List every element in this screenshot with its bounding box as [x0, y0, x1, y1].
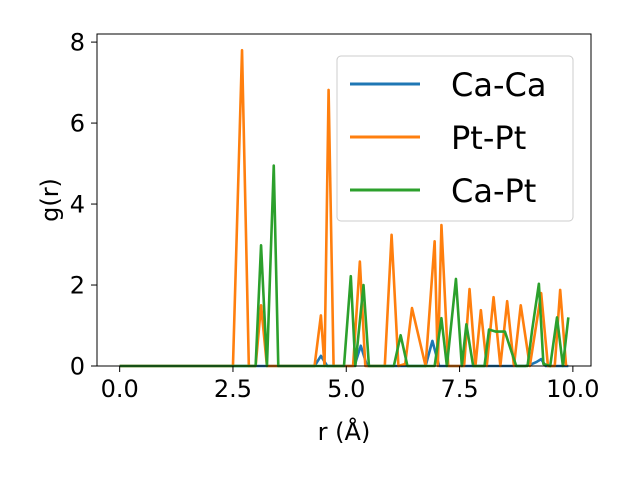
legend-label-2: Ca-Pt: [451, 172, 536, 210]
y-tick-label: 0: [70, 353, 85, 381]
plot-frame: [96, 33, 592, 367]
x-axis-label: r (Å): [318, 417, 371, 446]
x-tick-label: 5.0: [327, 375, 365, 403]
y-tick-label: 8: [70, 29, 85, 57]
legend: Ca-Ca Pt-Pt Ca-Pt: [336, 55, 574, 222]
x-axis-ticks: 0.0 2.5 5.0 7.5 10.0: [101, 366, 600, 403]
y-axis-label: g(r): [36, 178, 64, 222]
legend-box: [336, 55, 574, 222]
legend-label-1: Pt-Pt: [451, 119, 526, 157]
y-tick-label: 2: [70, 272, 85, 300]
x-tick-label: 2.5: [214, 375, 252, 403]
x-tick-label: 7.5: [440, 375, 478, 403]
y-tick-label: 6: [70, 110, 85, 138]
y-tick-label: 4: [70, 191, 85, 219]
y-axis-ticks: 0 2 4 6 8: [70, 29, 97, 381]
x-tick-label: 10.0: [546, 375, 599, 403]
legend-label-0: Ca-Ca: [451, 66, 546, 104]
x-tick-label: 0.0: [101, 375, 139, 403]
